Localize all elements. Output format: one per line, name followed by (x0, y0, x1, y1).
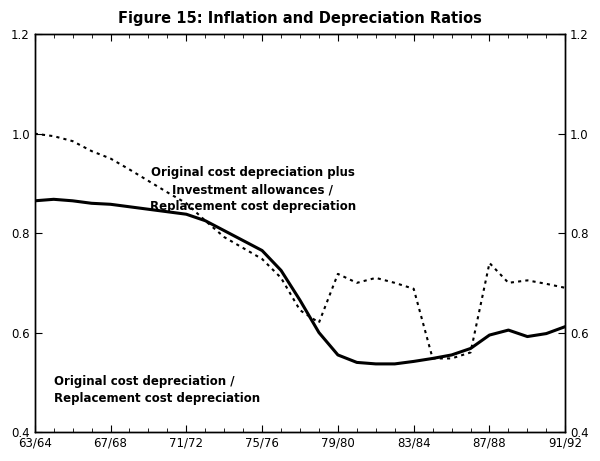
Title: Figure 15: Inflation and Depreciation Ratios: Figure 15: Inflation and Depreciation Ra… (118, 11, 482, 26)
Text: Original cost depreciation /
Replacement cost depreciation: Original cost depreciation / Replacement… (53, 375, 260, 405)
Text: Original cost depreciation plus
Investment allowances /
Replacement cost depreci: Original cost depreciation plus Investme… (149, 166, 356, 213)
